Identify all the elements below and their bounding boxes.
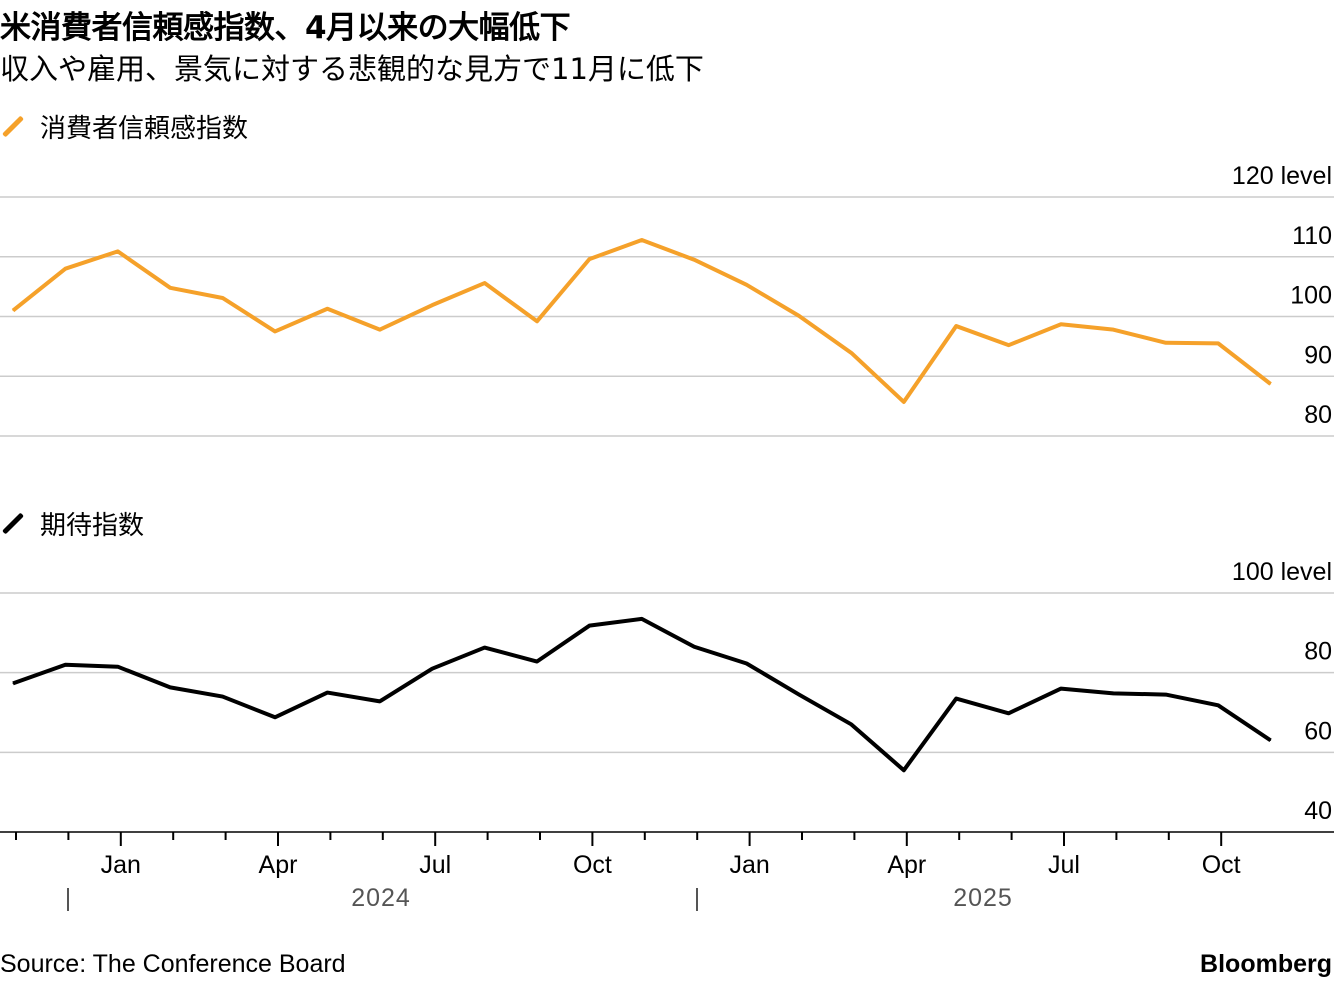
data-point xyxy=(693,646,695,648)
data-point xyxy=(1112,329,1114,331)
data-point xyxy=(641,239,643,241)
legend-label: 消費者信頼感指数 xyxy=(40,114,249,144)
series-line xyxy=(11,238,1272,404)
data-point xyxy=(955,698,957,700)
data-point xyxy=(798,315,800,317)
x-tick-label: Apr xyxy=(887,851,926,879)
y-tick-label: 40 xyxy=(1304,797,1332,825)
chart-title: 米消費者信頼感指数、4月以来の大幅低下 xyxy=(0,10,571,46)
data-point xyxy=(64,664,66,666)
y-tick-label: 120 level xyxy=(1232,162,1332,190)
data-point xyxy=(1112,692,1114,694)
data-point xyxy=(117,666,119,668)
legend-label: 期待指数 xyxy=(40,511,145,541)
data-point xyxy=(1165,342,1167,344)
x-tick-label: Jan xyxy=(729,851,769,879)
data-point xyxy=(1270,739,1272,741)
data-point xyxy=(431,668,433,670)
data-point xyxy=(64,268,66,270)
data-point xyxy=(588,625,590,627)
data-point xyxy=(1008,344,1010,346)
data-point xyxy=(484,647,486,649)
y-tick-label: 110 xyxy=(1292,222,1332,250)
legend-expectations: 期待指数 xyxy=(0,505,144,542)
data-point xyxy=(222,696,224,698)
data-point xyxy=(1270,383,1272,385)
legend-consumer-confidence: 消費者信頼感指数 xyxy=(0,108,248,145)
data-point xyxy=(274,330,276,332)
data-point xyxy=(746,284,748,286)
data-point xyxy=(536,320,538,322)
data-point xyxy=(1217,704,1219,706)
data-point xyxy=(326,692,328,694)
data-point xyxy=(1060,688,1062,690)
data-point xyxy=(379,329,381,331)
data-point xyxy=(641,618,643,620)
chart-subtitle: 収入や雇用、景気に対する悲観的な見方で11月に低下 xyxy=(0,52,704,86)
data-point xyxy=(117,250,119,252)
y-tick-label: 90 xyxy=(1304,341,1332,369)
data-point xyxy=(326,308,328,310)
data-point xyxy=(1217,342,1219,344)
data-point xyxy=(12,310,14,312)
x-tick-label: Jul xyxy=(1048,851,1080,879)
data-point xyxy=(955,325,957,327)
data-point xyxy=(1060,323,1062,325)
x-tick-label: Jan xyxy=(101,851,141,879)
y-tick-label: 60 xyxy=(1304,717,1332,745)
x-tick-label: Jul xyxy=(419,851,451,879)
year-label: 2024 xyxy=(351,884,411,912)
data-point xyxy=(798,694,800,696)
data-point xyxy=(903,401,905,403)
y-tick-label: 100 level xyxy=(1232,558,1332,586)
data-point xyxy=(169,287,171,289)
data-point xyxy=(1165,694,1167,696)
data-point xyxy=(588,258,590,260)
series-line xyxy=(12,616,1272,773)
data-point xyxy=(693,259,695,261)
y-tick-label: 80 xyxy=(1304,401,1332,429)
data-point xyxy=(536,661,538,663)
bloomberg-logo: Bloomberg xyxy=(1200,950,1332,978)
data-point xyxy=(12,682,14,684)
data-point xyxy=(746,663,748,665)
data-point xyxy=(169,686,171,688)
data-point xyxy=(1008,712,1010,714)
data-point xyxy=(903,769,905,771)
x-tick-label: Apr xyxy=(259,851,298,879)
data-point xyxy=(431,304,433,306)
data-point xyxy=(222,297,224,299)
y-tick-label: 80 xyxy=(1304,638,1332,666)
year-label: 2025 xyxy=(953,884,1013,912)
data-point xyxy=(274,716,276,718)
x-tick-label: Oct xyxy=(573,851,612,879)
x-tick-label: Oct xyxy=(1202,851,1241,879)
data-point xyxy=(850,352,852,354)
data-point xyxy=(379,700,381,702)
data-point xyxy=(850,723,852,725)
data-point xyxy=(484,282,486,284)
y-tick-label: 100 xyxy=(1290,282,1332,310)
source-note: Source: The Conference Board xyxy=(0,950,346,978)
